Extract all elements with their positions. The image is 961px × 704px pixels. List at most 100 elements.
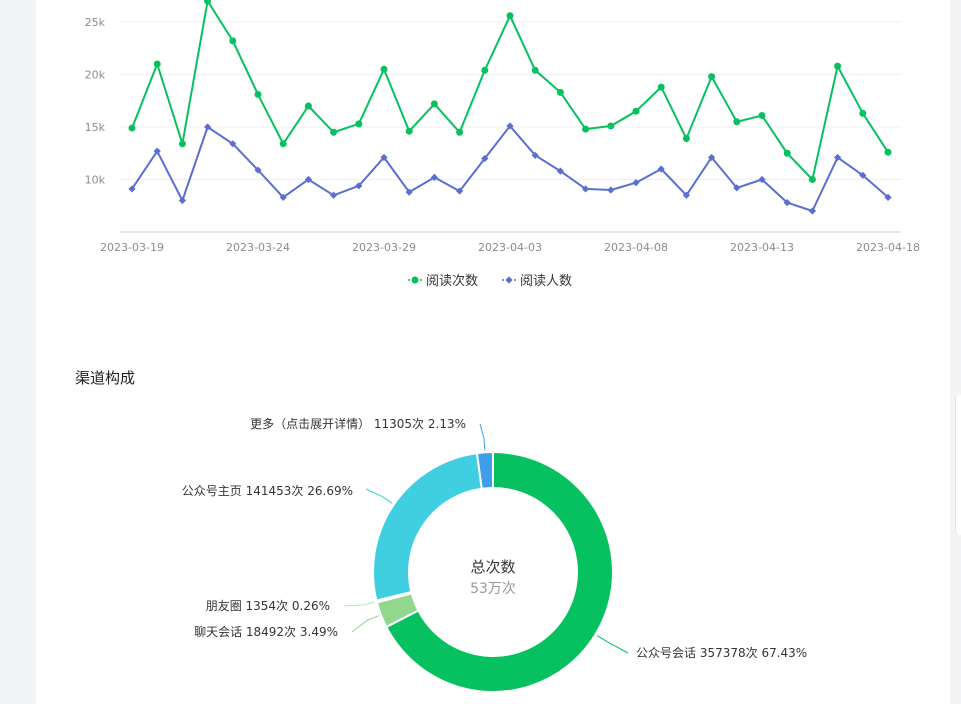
x-tick-label: 2023-04-03 bbox=[478, 241, 542, 254]
data-point[interactable] bbox=[456, 187, 464, 195]
data-point[interactable] bbox=[808, 207, 816, 215]
data-point[interactable] bbox=[657, 165, 665, 173]
data-point[interactable] bbox=[254, 90, 262, 98]
label-leader-line bbox=[351, 615, 380, 633]
slice-label: 公众号主页 141453次 26.69% bbox=[182, 484, 353, 498]
data-point[interactable] bbox=[229, 140, 237, 148]
data-point[interactable] bbox=[834, 62, 842, 70]
data-point[interactable] bbox=[304, 102, 312, 110]
data-point[interactable] bbox=[682, 135, 690, 143]
data-point[interactable] bbox=[254, 166, 262, 174]
data-point[interactable] bbox=[178, 140, 186, 148]
channel-section-title: 渠道构成 bbox=[75, 369, 135, 387]
x-tick-label: 2023-03-29 bbox=[352, 241, 416, 254]
y-tick-label: 25k bbox=[85, 16, 106, 29]
data-point[interactable] bbox=[456, 128, 464, 136]
channel-donut-chart: 公众号会话 357378次 67.43% 聊天会话 18492次 3.49% 朋友圈… bbox=[182, 416, 807, 693]
data-point[interactable] bbox=[708, 73, 716, 81]
data-point[interactable] bbox=[153, 60, 161, 68]
legend-item[interactable]: 阅读次数 bbox=[408, 273, 478, 289]
series-line bbox=[131, 125, 889, 212]
slice-label: 朋友圈 1354次 0.26% bbox=[206, 599, 330, 613]
data-point[interactable] bbox=[607, 122, 615, 130]
donut-label[interactable]: 公众号会话 357378次 67.43% bbox=[596, 635, 807, 660]
donut-label[interactable]: 更多（点击展开详情） 11305次 2.13% bbox=[250, 416, 486, 451]
data-point[interactable] bbox=[582, 125, 590, 133]
donut-label[interactable]: 公众号主页 141453次 26.69% bbox=[182, 484, 393, 504]
data-point[interactable] bbox=[733, 184, 741, 192]
data-point[interactable] bbox=[582, 185, 590, 193]
data-point[interactable] bbox=[758, 175, 766, 184]
donut-center-title: 总次数 bbox=[470, 558, 515, 576]
data-point[interactable] bbox=[531, 151, 539, 159]
slice-label: 更多（点击展开详情） 11305次 2.13% bbox=[250, 416, 466, 431]
data-point[interactable] bbox=[330, 128, 338, 136]
data-point[interactable] bbox=[884, 193, 892, 201]
data-point[interactable] bbox=[506, 122, 514, 130]
legend-marker-icon bbox=[411, 276, 419, 284]
data-point[interactable] bbox=[153, 147, 161, 155]
x-tick-label: 2023-03-24 bbox=[226, 241, 290, 254]
data-point[interactable] bbox=[556, 88, 564, 96]
legend-label: 阅读人数 bbox=[520, 274, 572, 289]
y-tick-label: 10k bbox=[85, 174, 106, 187]
data-point[interactable] bbox=[808, 176, 816, 183]
data-point[interactable] bbox=[708, 153, 716, 162]
data-point[interactable] bbox=[481, 66, 489, 74]
data-point[interactable] bbox=[859, 171, 867, 179]
donut-slice[interactable] bbox=[372, 451, 483, 602]
x-tick-label: 2023-04-18 bbox=[856, 241, 920, 254]
legend-marker-icon bbox=[505, 276, 513, 284]
x-tick-label: 2023-04-13 bbox=[730, 241, 794, 254]
data-point[interactable] bbox=[506, 12, 514, 20]
legend-item[interactable]: 阅读人数 bbox=[502, 274, 572, 289]
data-point[interactable] bbox=[355, 120, 363, 128]
data-point[interactable] bbox=[380, 153, 388, 162]
line-chart-y-axis: 10k 15k 20k 25k bbox=[85, 16, 106, 187]
data-point[interactable] bbox=[531, 66, 539, 74]
data-point[interactable] bbox=[128, 185, 136, 193]
data-point[interactable] bbox=[204, 123, 212, 131]
side-handle[interactable] bbox=[955, 395, 961, 535]
y-tick-label: 15k bbox=[85, 121, 106, 134]
donut-slices bbox=[372, 450, 614, 693]
series-1 bbox=[128, 0, 892, 183]
data-point[interactable] bbox=[783, 149, 791, 157]
data-point[interactable] bbox=[859, 109, 867, 117]
donut-label[interactable]: 朋友圈 1354次 0.26% bbox=[206, 599, 375, 613]
data-point[interactable] bbox=[556, 167, 564, 175]
data-point[interactable] bbox=[884, 148, 892, 156]
line-chart-x-axis: 2023-03-19 2023-03-24 2023-03-29 2023-04-03… bbox=[100, 241, 920, 254]
data-point[interactable] bbox=[632, 107, 640, 115]
data-point[interactable] bbox=[405, 127, 413, 135]
data-point[interactable] bbox=[405, 188, 413, 196]
data-point[interactable] bbox=[632, 179, 640, 187]
donut-slice[interactable] bbox=[475, 450, 494, 490]
line-chart-legend[interactable]: 阅读次数 阅读人数 bbox=[408, 273, 572, 289]
content-panel bbox=[36, 0, 950, 704]
data-point[interactable] bbox=[380, 65, 388, 73]
data-point[interactable] bbox=[330, 191, 338, 199]
data-point[interactable] bbox=[834, 153, 842, 162]
donut-label[interactable]: 聊天会话 18492次 3.49% bbox=[194, 615, 380, 639]
data-point[interactable] bbox=[783, 199, 791, 207]
data-point[interactable] bbox=[430, 173, 438, 181]
data-point[interactable] bbox=[607, 186, 615, 194]
donut-labels: 公众号会话 357378次 67.43% 聊天会话 18492次 3.49% 朋友圈… bbox=[182, 416, 807, 660]
data-point[interactable] bbox=[279, 140, 287, 148]
label-leader-line bbox=[596, 635, 629, 654]
data-point[interactable] bbox=[481, 154, 489, 163]
data-point[interactable] bbox=[204, 0, 212, 5]
donut-slice[interactable] bbox=[384, 450, 614, 693]
data-point[interactable] bbox=[178, 196, 186, 205]
data-point[interactable] bbox=[682, 191, 690, 199]
data-point[interactable] bbox=[304, 175, 312, 184]
data-point[interactable] bbox=[430, 100, 438, 108]
data-point[interactable] bbox=[128, 124, 136, 132]
data-point[interactable] bbox=[229, 37, 237, 45]
data-point[interactable] bbox=[657, 83, 665, 91]
data-point[interactable] bbox=[733, 118, 741, 126]
data-point[interactable] bbox=[355, 182, 363, 190]
data-point[interactable] bbox=[279, 193, 287, 201]
data-point[interactable] bbox=[758, 111, 766, 119]
